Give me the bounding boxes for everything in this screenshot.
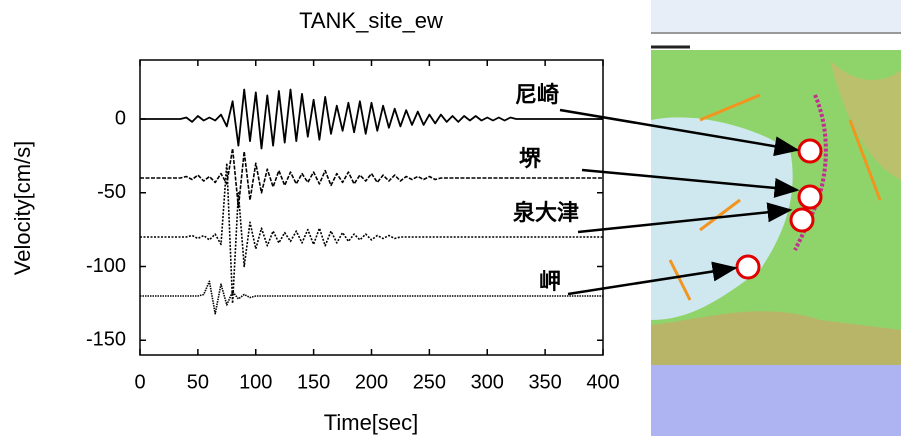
waveform (140, 163, 603, 303)
x-tick-label: 350 (528, 371, 561, 393)
y-tick-label: -50 (97, 181, 126, 203)
x-tick-label: 400 (586, 371, 619, 393)
x-tick-label: 50 (187, 371, 209, 393)
map-footer (651, 365, 901, 436)
x-tick-label: 0 (134, 371, 145, 393)
y-tick-label: 0 (115, 107, 126, 129)
chart: TANK_site_ew Time[sec] Velocity[cm/s] 0 5… (0, 0, 901, 436)
site-label: 泉大津 (513, 200, 579, 225)
site-label: 岬 (539, 269, 561, 294)
x-tick-label: 250 (413, 371, 446, 393)
site-label: 堺 (519, 146, 542, 171)
chart-title: TANK_site_ew (299, 8, 443, 33)
site-label: 尼崎 (515, 82, 559, 107)
y-tick-label: -150 (86, 329, 126, 351)
x-tick-label: 300 (471, 371, 504, 393)
site-marker (791, 209, 813, 231)
y-tick-label: -100 (86, 255, 126, 277)
x-tick-label: 150 (297, 371, 330, 393)
waveform (140, 281, 603, 313)
map-panel (651, 0, 901, 436)
site-marker (799, 140, 821, 162)
site-marker (799, 186, 821, 208)
site-marker (737, 256, 759, 278)
x-axis-label: Time[sec] (324, 410, 419, 435)
x-tick-label: 100 (239, 371, 272, 393)
map-header (651, 0, 901, 33)
x-tick-label: 200 (355, 371, 388, 393)
y-axis-label: Velocity[cm/s] (10, 141, 35, 275)
